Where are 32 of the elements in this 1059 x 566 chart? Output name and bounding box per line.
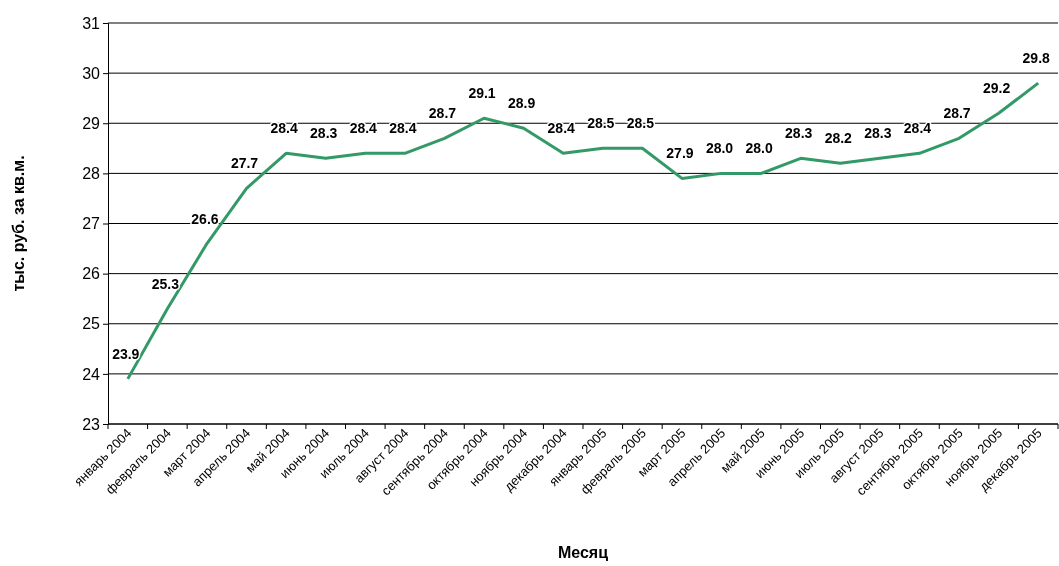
y-tick-label: 24 xyxy=(82,365,101,383)
y-tick-label: 30 xyxy=(82,64,101,82)
data-label: 28.7 xyxy=(428,105,457,122)
data-label: 28.3 xyxy=(310,125,338,142)
y-tick-label: 27 xyxy=(82,215,101,233)
data-label: 27.9 xyxy=(666,145,694,162)
y-tick-label: 23 xyxy=(82,415,101,433)
data-label: 29.2 xyxy=(983,80,1011,97)
data-label: 28.4 xyxy=(547,120,576,137)
data-label: 28.0 xyxy=(745,140,773,157)
data-label: 28.0 xyxy=(705,140,734,157)
y-tick-label: 26 xyxy=(82,265,101,283)
data-label: 28.9 xyxy=(508,95,536,112)
y-tick-label: 29 xyxy=(82,114,101,132)
data-label: 28.3 xyxy=(785,125,813,142)
data-label: 27.7 xyxy=(230,155,259,172)
data-label: 28.2 xyxy=(824,130,853,147)
data-label: 28.3 xyxy=(864,125,892,142)
data-label: 28.4 xyxy=(389,120,417,137)
data-label: 25.3 xyxy=(151,275,180,292)
y-tick-label: 28 xyxy=(82,164,101,182)
y-tick-label: 31 xyxy=(82,14,101,32)
x-axis-title: Месяц xyxy=(557,544,609,561)
data-label: 28.4 xyxy=(903,120,932,137)
data-label: 29.8 xyxy=(1022,50,1051,67)
y-axis-title: тыс. руб. за кв.м. xyxy=(10,155,27,292)
data-label: 29.1 xyxy=(468,85,496,102)
y-tick-label: 25 xyxy=(82,315,101,333)
data-label: 23.9 xyxy=(112,345,140,362)
data-label: 28.4 xyxy=(349,120,378,137)
data-label: 28.7 xyxy=(943,105,971,122)
data-label: 28.4 xyxy=(270,120,298,137)
